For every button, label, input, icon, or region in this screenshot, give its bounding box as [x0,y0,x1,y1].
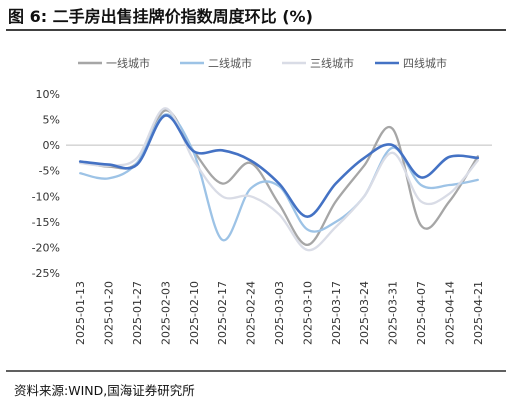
y-tick-label: -20% [32,241,60,254]
legend-label-1: 一线城市 [106,56,150,70]
y-axis: 10% 5% 0% -5% -10% -15% -20% -25% [32,88,60,280]
series-lines [78,107,480,252]
y-tick-label: -10% [32,190,60,203]
x-tick-label: 2025-04-07 [415,281,428,345]
legend-label-2: 二线城市 [208,56,252,70]
source-note: 资料来源:WIND,国海证券研究所 [14,383,195,398]
y-tick-label: 10% [36,88,60,101]
y-tick-label: -25% [32,267,60,280]
y-tick-label: -15% [32,216,60,229]
x-tick-label: 2025-04-14 [443,281,456,345]
x-tick-label: 2025-01-20 [103,281,116,345]
x-tick-label: 2025-03-10 [301,281,314,345]
y-tick-label: -5% [39,165,60,178]
series-line-4 [78,114,480,218]
x-tick-label: 2025-01-27 [131,281,144,345]
x-tick-label: 2025-02-24 [245,281,258,345]
series-line-3 [79,107,479,252]
x-tick-label: 2025-02-03 [159,281,172,345]
legend: 一线城市 二线城市 三线城市 四线城市 [78,56,447,70]
x-axis-ticks: 2025-01-13 2025-01-20 2025-01-27 2025-02-03… [74,281,485,345]
x-tick-label: 2025-03-03 [273,281,286,345]
x-tick-label: 2025-02-10 [188,281,201,345]
legend-label-4: 四线城市 [403,56,447,70]
x-tick-label: 2025-01-13 [74,281,87,345]
y-tick-label: 0% [43,139,60,152]
x-tick-label: 2025-04-21 [472,281,485,345]
x-tick-label: 2025-02-17 [216,281,229,345]
x-tick-label: 2025-03-24 [358,281,371,345]
x-tick-label: 2025-03-31 [387,281,400,345]
chart-title: 图 6: 二手房出售挂牌价指数周度环比 (%) [8,7,313,26]
plot-area: 10%5%0%-5%-10%-15%-20%-25% 2025-01-13 202… [32,88,492,345]
x-tick-label: 2025-03-17 [330,281,343,345]
legend-label-3: 三线城市 [310,56,354,70]
y-tick-label: 5% [43,114,60,127]
